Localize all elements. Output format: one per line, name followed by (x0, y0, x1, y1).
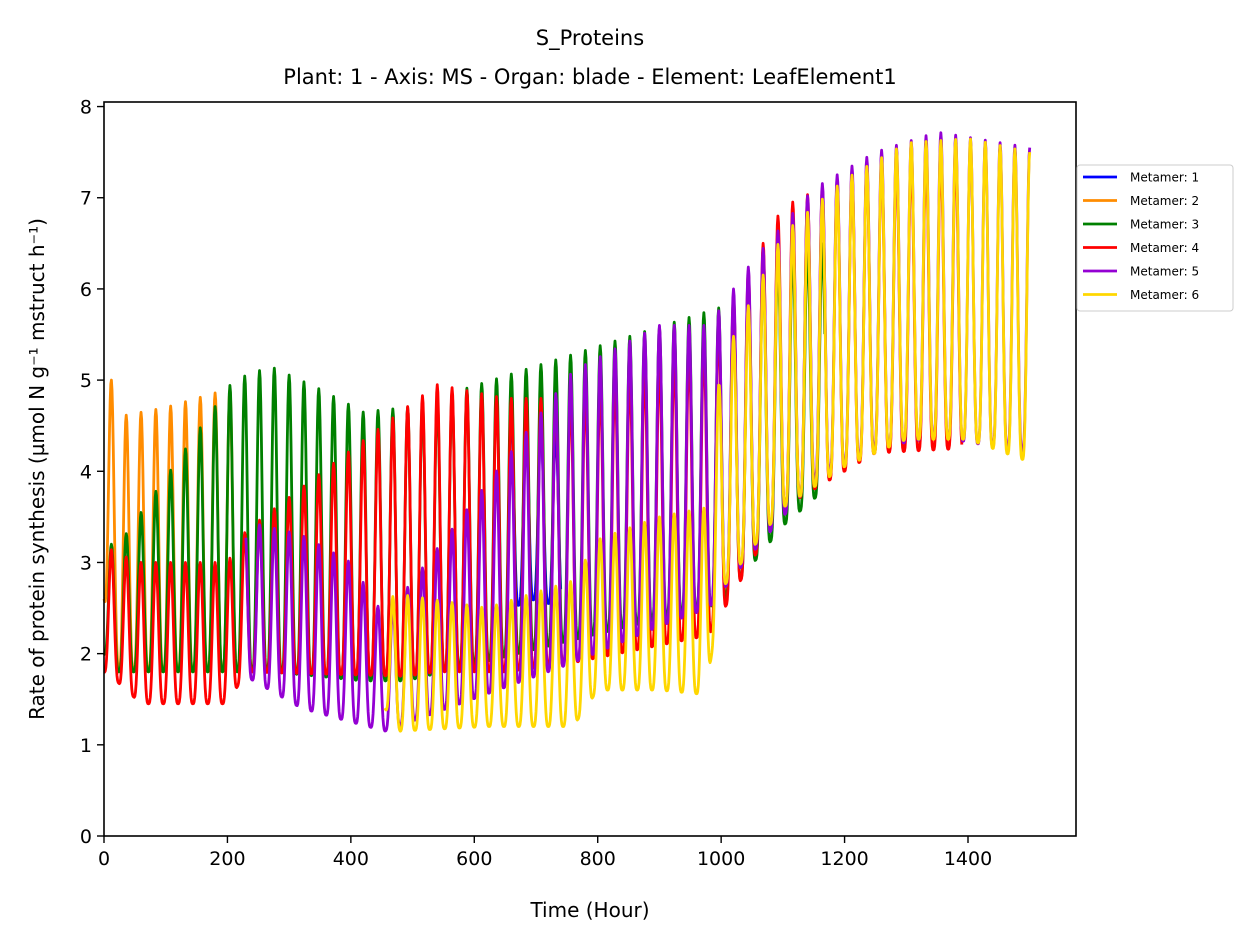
y-tick-label: 8 (80, 97, 92, 119)
legend-entry: Metamer: 4 (1130, 241, 1199, 255)
y-axis-label: Rate of protein synthesis (µmol N g⁻¹ ms… (25, 218, 49, 720)
legend-entry: Metamer: 6 (1130, 288, 1199, 302)
x-tick-label: 0 (98, 848, 110, 870)
series-layer (102, 131, 1032, 733)
x-tick-label: 800 (580, 848, 616, 870)
x-tick-label: 1400 (944, 848, 992, 870)
legend-entry: Metamer: 3 (1130, 218, 1199, 232)
y-tick-label: 0 (80, 826, 92, 848)
x-tick-label: 600 (456, 848, 492, 870)
y-tick-label: 5 (80, 370, 92, 392)
plot-frame (103, 101, 1077, 837)
legend-entry: Metamer: 1 (1130, 171, 1199, 185)
series-line-metamer-2 (102, 378, 239, 674)
y-tick-label: 2 (80, 644, 92, 666)
legend: Metamer: 1 Metamer: 2 Metamer: 3 Metamer: 4… (1076, 164, 1234, 312)
y-tick-label: 1 (80, 735, 92, 757)
series-line-metamer-6 (383, 137, 1032, 733)
x-axis: 0 200 400 600 800 1000 1200 1400 (98, 836, 992, 870)
chart-title: S_Proteins (536, 26, 644, 51)
y-tick-label: 3 (80, 552, 92, 574)
x-tick-label: 400 (333, 848, 369, 870)
chart-subtitle: Plant: 1 - Axis: MS - Organ: blade - Ele… (283, 65, 896, 89)
y-axis: 0 1 2 3 4 5 6 7 8 (80, 97, 104, 848)
x-tick-label: 1000 (697, 848, 745, 870)
y-tick-label: 6 (80, 279, 92, 301)
x-tick-label: 1200 (820, 848, 868, 870)
legend-entry: Metamer: 2 (1130, 194, 1199, 208)
y-tick-label: 4 (80, 461, 92, 483)
x-tick-label: 200 (209, 848, 245, 870)
x-axis-label: Time (Hour) (529, 898, 649, 922)
legend-entry: Metamer: 5 (1130, 265, 1199, 279)
y-tick-label: 7 (80, 188, 92, 210)
